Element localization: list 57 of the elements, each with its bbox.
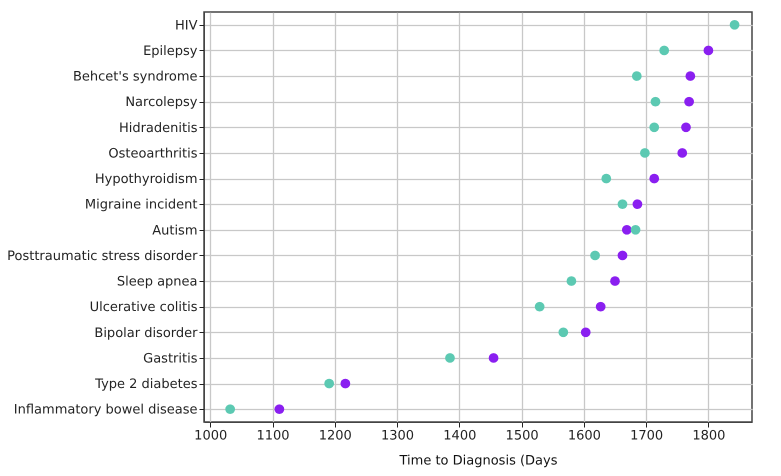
- point: [704, 46, 714, 56]
- y-tick-label: Ulcerative colitis: [90, 300, 198, 316]
- y-tick-label: Behcet's syndrome: [72, 70, 198, 85]
- y-tick-label: Autism: [152, 223, 198, 238]
- point: [677, 148, 688, 158]
- point: [685, 71, 696, 81]
- y-tick-label: HIV: [174, 18, 198, 34]
- x-axis-title: Time to Diagnosis (Days: [398, 454, 558, 468]
- point: [618, 199, 628, 210]
- point: [488, 353, 498, 363]
- point: [649, 122, 660, 132]
- point: [684, 96, 694, 107]
- y-tick-label: Narcolepsy: [125, 95, 198, 110]
- point: [610, 276, 620, 286]
- point: [445, 353, 455, 363]
- x-tick-label: 1600: [568, 428, 601, 444]
- point: [274, 404, 284, 414]
- y-tick-label: Hidradenitis: [118, 120, 198, 136]
- point: [558, 327, 568, 338]
- point: [681, 122, 691, 132]
- y-tick-label: Inflammatory bowel disease: [14, 402, 198, 418]
- x-tick-label: 1100: [256, 428, 290, 444]
- point: [324, 378, 334, 388]
- point: [649, 174, 660, 184]
- point: [650, 96, 660, 107]
- y-tick-label: Type 2 diabetes: [94, 377, 198, 392]
- y-tick-label: Gastritis: [143, 351, 198, 366]
- y-tick-label: Sleep apnea: [116, 274, 198, 290]
- point: [601, 174, 612, 184]
- y-tick-label: Bipolar disorder: [94, 326, 198, 341]
- point: [590, 250, 600, 260]
- point: [622, 224, 632, 235]
- x-tick-label: 1300: [381, 428, 414, 444]
- y-tick-label: Epilepsy: [143, 44, 198, 59]
- point: [596, 302, 606, 312]
- x-tick-label: 1700: [630, 428, 664, 444]
- point: [618, 250, 628, 260]
- x-tick-label: 1800: [692, 428, 726, 444]
- y-tick-label: Osteoarthritis: [108, 146, 198, 162]
- y-tick-label: Migraine incident: [84, 198, 198, 213]
- x-tick-label: 1500: [506, 428, 539, 444]
- point: [632, 199, 642, 210]
- x-tick-label: 1200: [318, 428, 352, 444]
- x-tick-label: 1000: [194, 428, 228, 444]
- x-tick-label: 1400: [443, 428, 476, 444]
- point: [730, 20, 740, 30]
- point: [225, 404, 236, 414]
- point: [632, 71, 642, 81]
- point: [566, 276, 576, 286]
- point: [640, 148, 650, 158]
- y-tick-label: Posttraumatic stress disorder: [7, 248, 198, 264]
- point: [340, 378, 350, 388]
- y-tick-label: Hypothyroidism: [94, 172, 198, 188]
- point: [659, 46, 670, 56]
- point: [534, 302, 545, 312]
- point: [630, 224, 640, 235]
- point: [580, 327, 591, 338]
